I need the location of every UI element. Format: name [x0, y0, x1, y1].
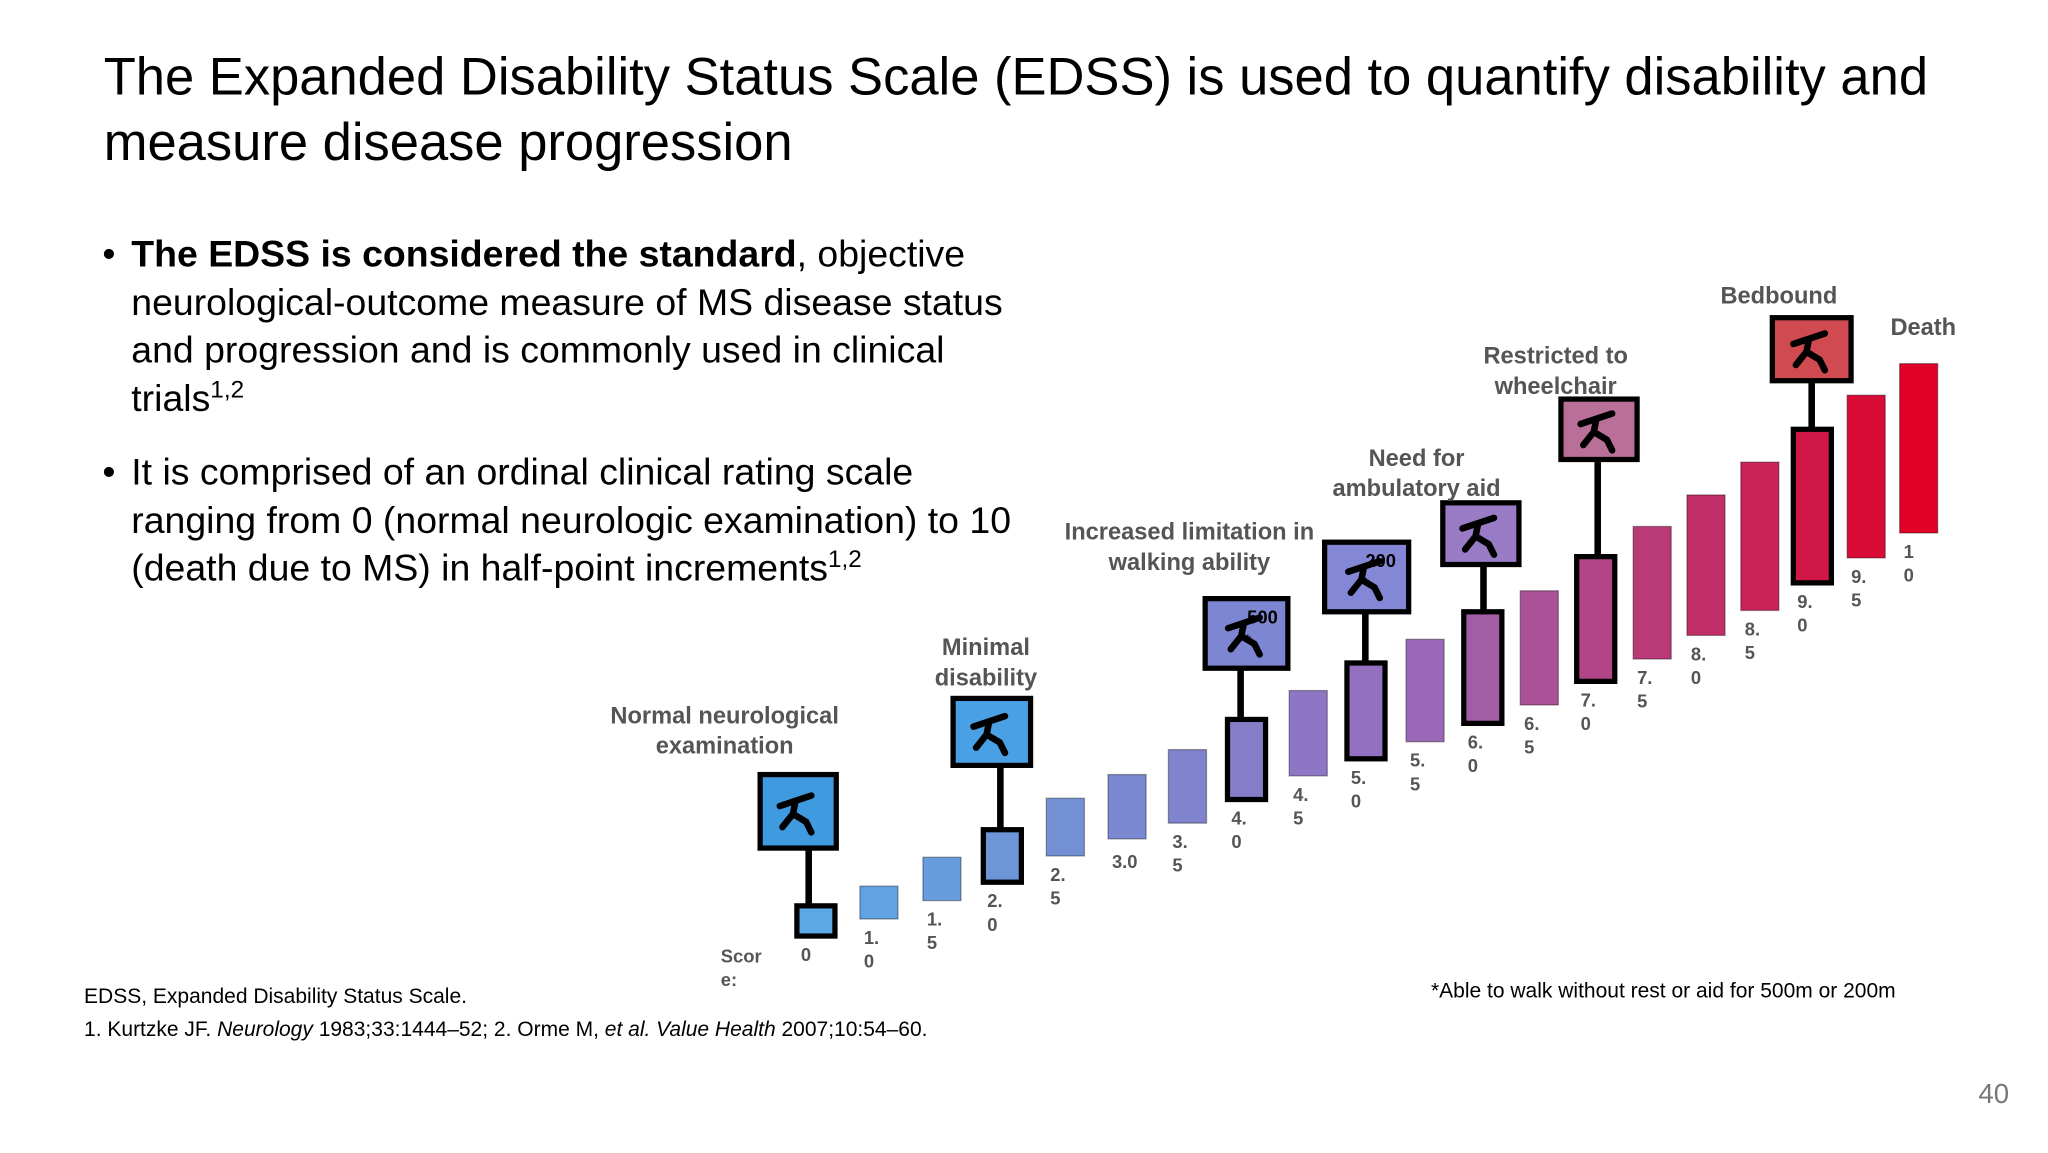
reference-part: Neurology — [217, 1018, 313, 1042]
scale-step — [1045, 797, 1086, 857]
figure-icon — [1790, 330, 1829, 374]
scale-step — [1686, 494, 1726, 637]
milestone-label: Death — [1890, 313, 1957, 341]
figure-icon — [1344, 557, 1384, 602]
step-label: 10 — [1903, 540, 1914, 586]
step-label: 6.0 — [1467, 731, 1484, 776]
step-label: 9.5 — [1851, 565, 1867, 611]
scale-step — [1574, 554, 1618, 684]
scale-step — [1344, 660, 1388, 762]
scale-step — [1846, 394, 1886, 559]
step-label: 0 — [800, 943, 812, 965]
reference-part: 2007;10:54–60. — [775, 1018, 928, 1042]
step-label: 3.0 — [1111, 850, 1138, 872]
step-label: 2.0 — [987, 890, 1003, 935]
reference-part: 1983;33:1444–52; 2. Orme M, — [312, 1018, 605, 1042]
walk-distance: 500 — [1247, 607, 1278, 628]
icon-box — [1322, 539, 1412, 615]
step-label: 9.0 — [1797, 590, 1813, 636]
scale-step — [1632, 525, 1672, 660]
step-label: 8.0 — [1690, 643, 1707, 688]
page-number: 40 — [1978, 1079, 2010, 1110]
scale-step — [1288, 689, 1328, 777]
step-label: 5.5 — [1409, 749, 1426, 795]
walk-distance: 200 — [1365, 550, 1396, 571]
figure-icon — [1577, 410, 1616, 454]
scale-step — [1405, 638, 1445, 743]
figure-icon — [776, 792, 815, 836]
references: 1. Kurtzke JF. Neurology 1983;33:1444–52… — [84, 1019, 927, 1043]
step-label: 5.0 — [1350, 766, 1367, 812]
reference-part: et al. Value Health — [604, 1018, 776, 1042]
icon-box — [1202, 596, 1291, 671]
figure-icon — [970, 712, 1009, 757]
scale-step — [922, 856, 962, 902]
icon-box — [1440, 500, 1522, 568]
step-label: 2.5 — [1050, 863, 1066, 909]
scale-step — [980, 827, 1024, 885]
step-label: 6.5 — [1524, 712, 1540, 758]
figure-icon — [1459, 514, 1498, 558]
scale-step — [1740, 461, 1780, 612]
step-label: 8.5 — [1744, 618, 1761, 663]
step-label: 1.0 — [863, 926, 880, 972]
milestone-label: Minimal disability — [934, 634, 1038, 691]
scale-step — [1790, 426, 1835, 586]
figure-icon — [1224, 614, 1263, 658]
milestone-label: Increased limitation in walking ability — [1064, 518, 1315, 576]
scale-step — [1167, 748, 1208, 824]
scale-step — [1461, 609, 1505, 726]
step-label: 7.5 — [1637, 666, 1653, 712]
walk-note: *Able to walk without rest or aid for 50… — [1430, 980, 1896, 1003]
icon-box — [1769, 315, 1854, 384]
icon-box — [757, 771, 839, 851]
abbreviation: EDSS, Expanded Disability Status Scale. — [84, 985, 467, 1009]
scale-step — [794, 903, 838, 939]
bullet-bold: The EDSS is considered the standard — [131, 233, 797, 276]
bullet: The EDSS is considered the standard, obj… — [102, 231, 1017, 424]
asterisk: * — [1245, 631, 1252, 650]
reference-part: 1. Kurtzke JF. — [84, 1018, 218, 1042]
step-label: 4.0 — [1231, 807, 1247, 853]
icon-box — [950, 695, 1034, 768]
step-label: 7.0 — [1580, 689, 1596, 734]
score-label: Score: — [720, 945, 762, 990]
bullet-text: , objective neurological-outcome measure… — [131, 233, 1003, 421]
milestone-label: Bedbound — [1720, 282, 1838, 309]
scale-step — [1107, 773, 1147, 840]
step-label: 3.5 — [1172, 831, 1188, 876]
scale-step — [859, 885, 899, 920]
milestone-label: Restricted to wheelchair — [1483, 342, 1628, 400]
scale-step — [1519, 590, 1559, 706]
bullet-text: It is comprised of an ordinal clinical r… — [131, 451, 1012, 590]
scale-step — [1224, 716, 1269, 803]
milestone-label: Normal neurological examination — [610, 702, 839, 759]
step-label: 1.5 — [926, 908, 943, 954]
citation: 1,2 — [210, 375, 245, 403]
step-label: 4.5 — [1293, 783, 1309, 829]
scale-step — [1898, 362, 1939, 534]
citation: 1,2 — [827, 545, 862, 573]
milestone-label: Need for ambulatory aid — [1332, 445, 1501, 502]
icon-box — [1558, 396, 1640, 463]
asterisk: * — [1363, 574, 1370, 593]
slide-title: The Expanded Disability Status Scale (ED… — [103, 48, 1929, 172]
bullet: It is comprised of an ordinal clinical r… — [102, 449, 1017, 594]
